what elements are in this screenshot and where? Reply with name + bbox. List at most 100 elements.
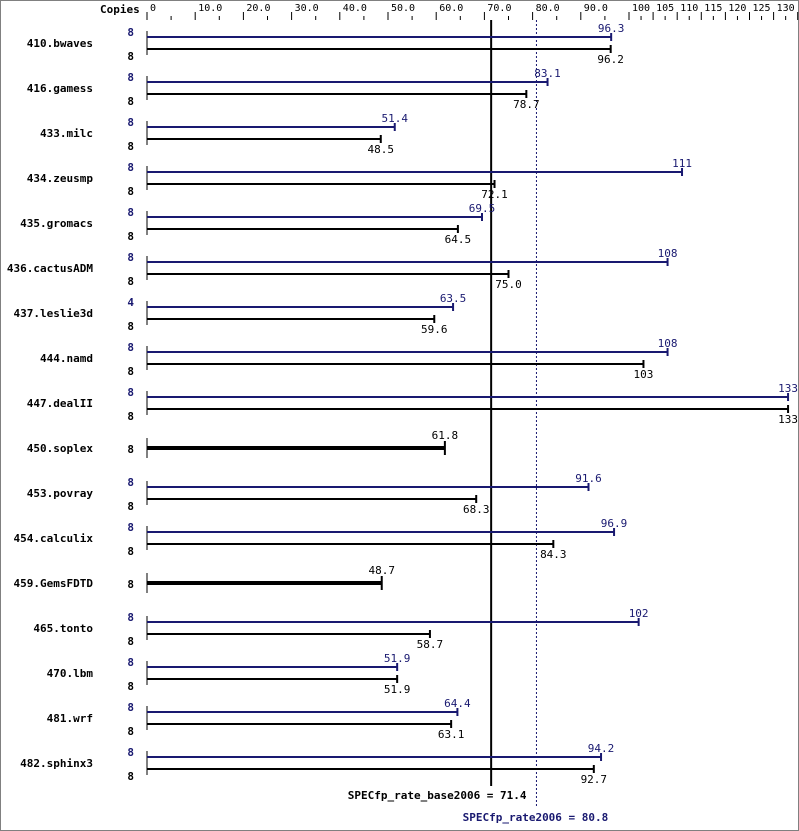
base-value-label: 59.6	[421, 323, 448, 336]
base-copies: 8	[127, 545, 134, 558]
base-value-label: 75.0	[495, 278, 522, 291]
benchmark-name: 482.sphinx3	[20, 757, 93, 770]
peak-value-label: 111	[672, 157, 692, 170]
base-value-label: 61.8	[432, 429, 459, 442]
base-value-label: 103	[634, 368, 654, 381]
benchmark-row: 416.gamess 8 83.1 8 78.7	[27, 67, 561, 111]
benchmark-name: 435.gromacs	[20, 217, 93, 230]
peak-copies: 8	[127, 251, 134, 264]
benchmark-name: 444.namd	[40, 352, 93, 365]
base-copies: 8	[127, 185, 134, 198]
peak-value-label: 108	[658, 247, 678, 260]
axis-tick-label: 90.0	[584, 3, 608, 14]
base-value-label: 63.1	[438, 728, 465, 741]
base-value-label: 68.3	[463, 503, 490, 516]
benchmark-row: 454.calculix 8 96.9 8 84.3	[14, 517, 628, 561]
peak-value-label: 83.1	[534, 67, 561, 80]
benchmark-name: 465.tonto	[33, 622, 93, 635]
peak-value-label: 133	[778, 382, 798, 395]
benchmark-row: 470.lbm 8 51.9 8 51.9	[47, 652, 411, 696]
benchmark-row: 482.sphinx3 8 94.2 8 92.7	[20, 742, 614, 786]
benchmark-bars: 410.bwaves 8 96.3 8 96.2 416.gamess 8 83.1 8 78.7…	[7, 22, 798, 786]
peak-copies: 8	[127, 161, 134, 174]
peak-copies: 8	[127, 476, 134, 489]
benchmark-row: 481.wrf 8 64.4 8 63.1	[47, 697, 471, 741]
peak-value-label: 63.5	[440, 292, 467, 305]
peak-value-label: 108	[658, 337, 678, 350]
benchmark-name: 416.gamess	[27, 82, 93, 95]
axis-tick-label: 100	[632, 3, 650, 14]
base-copies: 8	[127, 95, 134, 108]
base-copies: 8	[127, 500, 134, 513]
peak-copies: 8	[127, 611, 134, 624]
axis-tick-label: 120	[728, 3, 746, 14]
benchmark-row: 450.soplex 8 61.8	[27, 429, 458, 458]
axis-tick-label: 70.0	[487, 3, 511, 14]
axis-tick-label: 130	[777, 3, 795, 14]
base-copies: 8	[127, 578, 134, 591]
base-value-label: 133	[778, 413, 798, 426]
base-copies: 8	[127, 635, 134, 648]
benchmark-row: 459.GemsFDTD 8 48.7	[14, 564, 395, 593]
base-copies: 8	[127, 50, 134, 63]
peak-copies: 8	[127, 386, 134, 399]
benchmark-name: 459.GemsFDTD	[14, 577, 94, 590]
benchmark-name: 410.bwaves	[27, 37, 93, 50]
benchmark-row: 436.cactusADM 8 108 8 75.0	[7, 247, 678, 291]
base-copies: 8	[127, 680, 134, 693]
base-value-label: 48.7	[368, 564, 395, 577]
axis-tick-label: 115	[704, 3, 722, 14]
base-summary-label: SPECfp_rate_base2006 = 71.4	[348, 789, 527, 802]
x-axis: 0 10.0 20.0 30.0 40.0 50.0 60.0 70.0 80.0 90.0 100…	[146, 3, 799, 20]
base-copies: 8	[127, 140, 134, 153]
axis-tick-label: 50.0	[391, 3, 415, 14]
peak-value-label: 96.3	[598, 22, 625, 35]
peak-copies: 8	[127, 521, 134, 534]
base-copies: 8	[127, 320, 134, 333]
peak-copies: 8	[127, 656, 134, 669]
benchmark-name: 450.soplex	[27, 442, 94, 455]
peak-value-label: 96.9	[601, 517, 628, 530]
axis-tick-label: 105	[656, 3, 674, 14]
peak-value-label: 102	[629, 607, 649, 620]
base-copies: 8	[127, 275, 134, 288]
peak-copies: 8	[127, 746, 134, 759]
base-copies: 8	[127, 725, 134, 738]
base-copies: 8	[127, 443, 134, 456]
peak-value-label: 94.2	[588, 742, 615, 755]
peak-copies: 4	[127, 296, 134, 309]
reference-lines	[490, 20, 537, 808]
benchmark-row: 444.namd 8 108 8 103	[40, 337, 677, 381]
base-copies: 8	[127, 770, 134, 783]
axis-tick-label: 80.0	[536, 3, 560, 14]
peak-value-label: 51.4	[381, 112, 408, 125]
benchmark-row: 453.povray 8 91.6 8 68.3	[27, 472, 602, 516]
axis-tick-label: 20.0	[246, 3, 270, 14]
base-value-label: 58.7	[417, 638, 444, 651]
base-copies: 8	[127, 230, 134, 243]
peak-value-label: 64.4	[444, 697, 471, 710]
base-value-label: 92.7	[581, 773, 608, 786]
benchmark-name: 454.calculix	[14, 532, 94, 545]
peak-value-label: 91.6	[575, 472, 602, 485]
benchmark-name: 434.zeusmp	[27, 172, 94, 185]
benchmark-row: 437.leslie3d 4 63.5 8 59.6	[14, 292, 467, 336]
base-value-label: 72.1	[481, 188, 508, 201]
base-value-label: 96.2	[597, 53, 624, 66]
benchmark-name: 470.lbm	[47, 667, 94, 680]
axis-tick-label: 0	[150, 3, 156, 14]
axis-title: Copies	[100, 3, 140, 16]
base-value-label: 84.3	[540, 548, 567, 561]
peak-copies: 8	[127, 701, 134, 714]
base-value-label: 51.9	[384, 683, 411, 696]
axis-tick-label: 30.0	[295, 3, 319, 14]
base-copies: 8	[127, 410, 134, 423]
axis-tick-label: 110	[680, 3, 698, 14]
benchmark-name: 481.wrf	[47, 712, 93, 725]
benchmark-row: 434.zeusmp 8 111 8 72.1	[27, 157, 692, 201]
peak-copies: 8	[127, 71, 134, 84]
benchmark-row: 465.tonto 8 102 8 58.7	[33, 607, 648, 651]
axis-tick-label: 10.0	[198, 3, 222, 14]
